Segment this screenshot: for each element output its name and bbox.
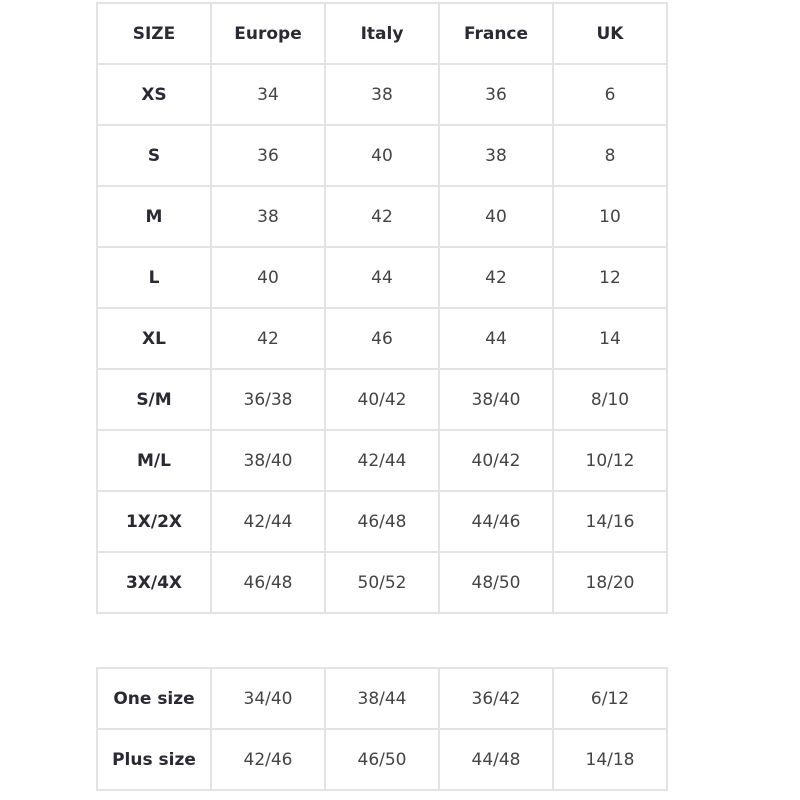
table-row: XL 42 46 44 14 [96, 307, 668, 370]
table-cell: 40 [438, 185, 554, 248]
table-cell: 38/40 [210, 429, 326, 492]
table-cell: 12 [552, 246, 668, 309]
size-label-cell: XS [96, 63, 212, 126]
table-cell: 6/12 [552, 667, 668, 730]
table-cell: 8/10 [552, 368, 668, 431]
table-row: 3X/4X 46/48 50/52 48/50 18/20 [96, 551, 668, 614]
size-label-cell: Plus size [96, 728, 212, 791]
table-cell: 18/20 [552, 551, 668, 614]
table-cell: 10 [552, 185, 668, 248]
table-cell: 36 [438, 63, 554, 126]
table-cell: 38 [438, 124, 554, 187]
column-header: France [438, 2, 554, 65]
table-row: L 40 44 42 12 [96, 246, 668, 309]
table-cell: 42 [324, 185, 440, 248]
table-row: S/M 36/38 40/42 38/40 8/10 [96, 368, 668, 431]
table-cell: 46 [324, 307, 440, 370]
one-plus-size-table: One size 34/40 38/44 36/42 6/12 Plus size 42/4… [96, 667, 668, 791]
table-row: One size 34/40 38/44 36/42 6/12 [96, 667, 668, 730]
header-row: SIZE Europe Italy France UK [96, 2, 668, 65]
size-label-cell: XL [96, 307, 212, 370]
table-cell: 44/48 [438, 728, 554, 791]
table-row: M 38 42 40 10 [96, 185, 668, 248]
column-header: Italy [324, 2, 440, 65]
size-label-cell: M [96, 185, 212, 248]
table-cell: 42 [438, 246, 554, 309]
table-row: Plus size 42/46 46/50 44/48 14/18 [96, 728, 668, 791]
table-cell: 40/42 [438, 429, 554, 492]
table-cell: 38/44 [324, 667, 440, 730]
table-cell: 38/40 [438, 368, 554, 431]
table-cell: 46/48 [324, 490, 440, 553]
size-label-cell: M/L [96, 429, 212, 492]
table-cell: 48/50 [438, 551, 554, 614]
table-row: S 36 40 38 8 [96, 124, 668, 187]
size-label-cell: 1X/2X [96, 490, 212, 553]
column-header: Europe [210, 2, 326, 65]
table-cell: 40 [210, 246, 326, 309]
table-row: 1X/2X 42/44 46/48 44/46 14/16 [96, 490, 668, 553]
table-row: M/L 38/40 42/44 40/42 10/12 [96, 429, 668, 492]
table-cell: 44/46 [438, 490, 554, 553]
table-cell: 14/16 [552, 490, 668, 553]
table-cell: 14/18 [552, 728, 668, 791]
table-cell: 34/40 [210, 667, 326, 730]
table-cell: 42/44 [324, 429, 440, 492]
table-cell: 38 [210, 185, 326, 248]
table-cell: 40 [324, 124, 440, 187]
table-cell: 10/12 [552, 429, 668, 492]
table-cell: 34 [210, 63, 326, 126]
table-cell: 40/42 [324, 368, 440, 431]
table-cell: 8 [552, 124, 668, 187]
table-cell: 6 [552, 63, 668, 126]
table-cell: 42/44 [210, 490, 326, 553]
table-cell: 14 [552, 307, 668, 370]
size-label-cell: One size [96, 667, 212, 730]
table-cell: 44 [324, 246, 440, 309]
column-header: SIZE [96, 2, 212, 65]
size-label-cell: S [96, 124, 212, 187]
table-cell: 36/38 [210, 368, 326, 431]
size-label-cell: L [96, 246, 212, 309]
table-cell: 36 [210, 124, 326, 187]
table-cell: 38 [324, 63, 440, 126]
table-row: XS 34 38 36 6 [96, 63, 668, 126]
table-cell: 42/46 [210, 728, 326, 791]
table-cell: 50/52 [324, 551, 440, 614]
table-cell: 36/42 [438, 667, 554, 730]
size-chart-table: SIZE Europe Italy France UK XS 34 38 36 6 S 36 40 38 8… [96, 2, 668, 614]
table-cell: 44 [438, 307, 554, 370]
size-label-cell: S/M [96, 368, 212, 431]
column-header: UK [552, 2, 668, 65]
table-cell: 46/50 [324, 728, 440, 791]
table-cell: 42 [210, 307, 326, 370]
table-cell: 46/48 [210, 551, 326, 614]
size-label-cell: 3X/4X [96, 551, 212, 614]
